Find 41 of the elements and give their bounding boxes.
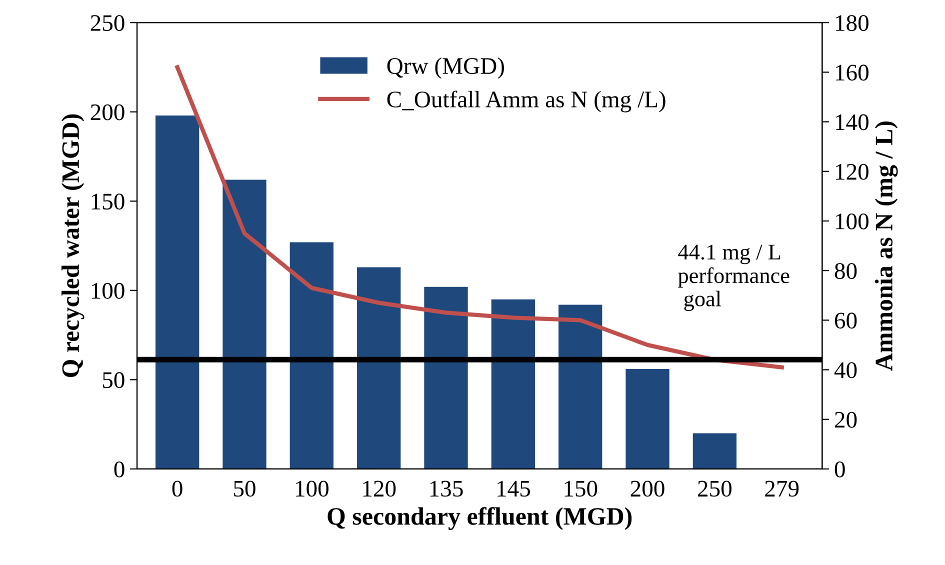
x-tick-label: 135 (430, 480, 463, 497)
x-tick-label: 0 (172, 480, 182, 497)
ref-line-label: 44.1 mg / L performance goal (678, 244, 790, 311)
y2-tick-label: 180 (836, 15, 868, 32)
bar (491, 299, 535, 469)
y-tick-label: 0 (114, 461, 124, 478)
y2-tick-label: 60 (834, 312, 857, 329)
y-axis-title: Q recycled water (MGD) (62, 114, 84, 378)
y2-tick-label: 80 (834, 263, 857, 279)
bar (424, 286, 468, 469)
bar (222, 180, 266, 469)
y-tick-label: 250 (90, 15, 124, 32)
bar (357, 267, 401, 469)
y2-tick-label: 160 (836, 64, 868, 81)
x-axis-title: Q secondary effluent (MGD) (328, 507, 632, 530)
y-tick-label: 150 (92, 194, 124, 210)
y2-axis-title: Ammonia as N (mg / L) (874, 122, 898, 371)
legend-label: C_Outfall Amm as N (mg /L) (387, 90, 666, 112)
bar (558, 304, 602, 469)
x-tick-label: 250 (698, 480, 732, 497)
y2-tick-label: 140 (836, 114, 868, 130)
x-tick-label: 145 (498, 480, 530, 497)
bar (692, 433, 737, 469)
bar (290, 242, 334, 469)
y-tick-label: 100 (92, 282, 124, 299)
y-tick-label: 50 (102, 372, 124, 388)
x-tick-label: 279 (765, 480, 799, 497)
y2-tick-label: 0 (834, 461, 845, 478)
x-tick-label: 100 (296, 480, 328, 497)
y-tick-label: 200 (90, 104, 124, 120)
bar (626, 368, 670, 469)
y2-tick-label: 20 (834, 412, 857, 428)
x-tick-label: 50 (234, 480, 256, 497)
y2-tick-label: 100 (836, 213, 868, 230)
bar (155, 115, 200, 469)
legend-label: Qrw (MGD) (387, 57, 504, 79)
x-tick-label: 120 (363, 480, 396, 497)
x-tick-label: 200 (630, 480, 664, 497)
x-tick-label: 150 (564, 480, 598, 497)
y2-tick-label: 120 (836, 164, 868, 180)
y2-tick-label: 40 (834, 362, 857, 378)
